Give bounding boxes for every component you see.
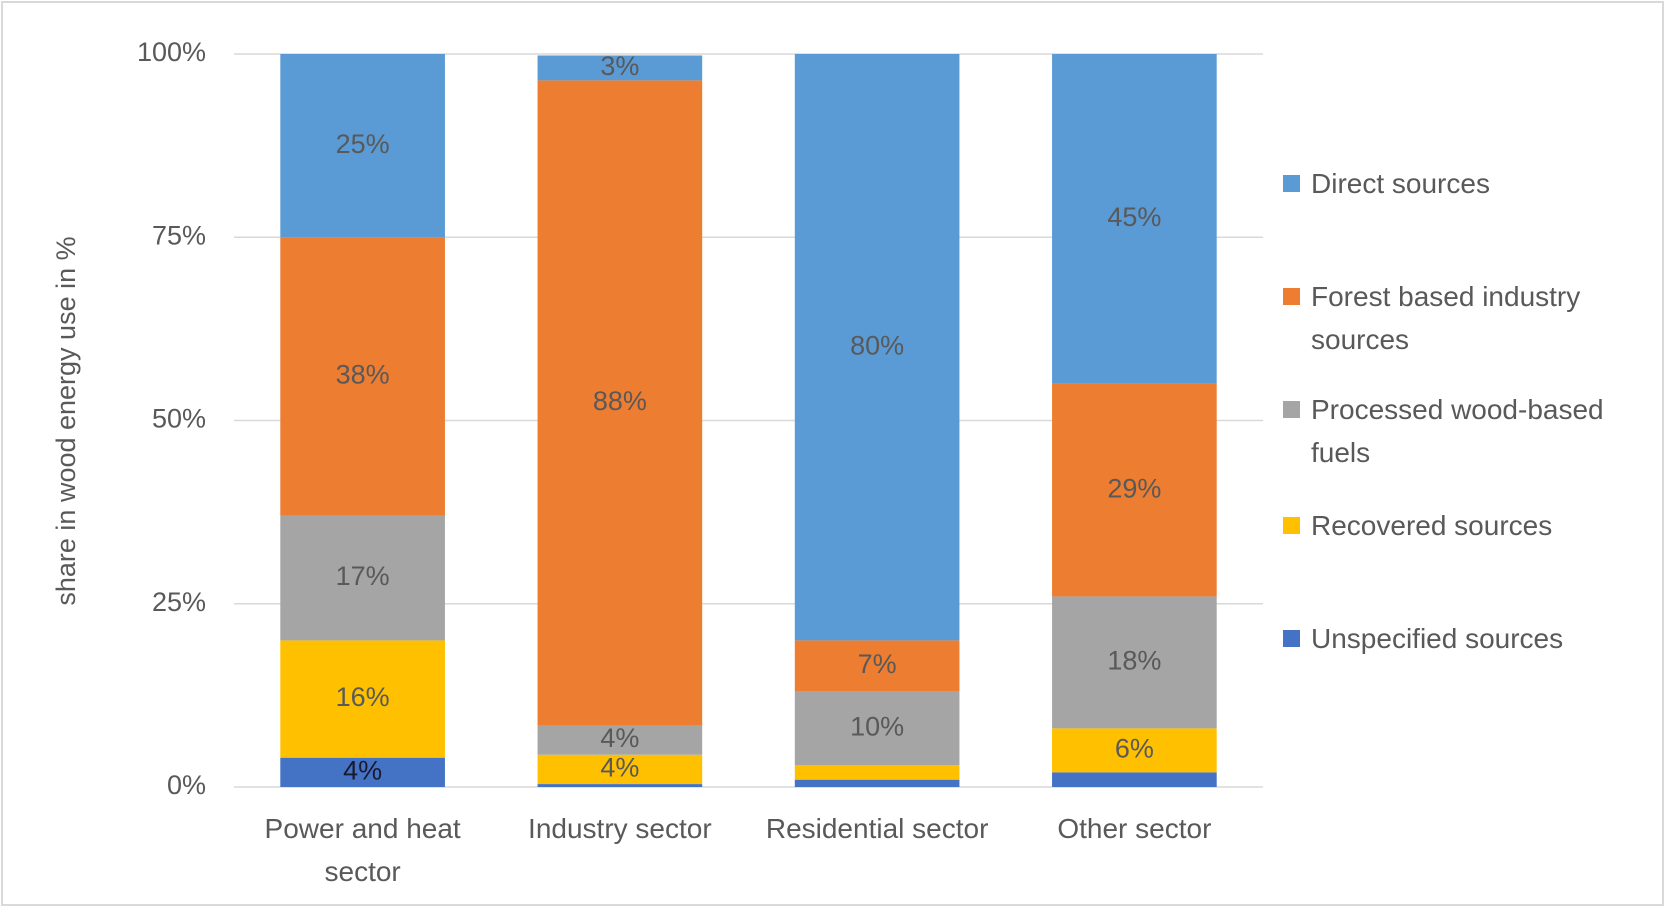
legend-item: Forest based industry sources <box>1283 275 1661 361</box>
bar-segment <box>794 765 960 780</box>
y-tick-label: 100% <box>137 37 206 67</box>
data-label: 17% <box>336 561 390 591</box>
y-tick-label: 25% <box>152 587 206 617</box>
y-tick-label: 50% <box>152 404 206 434</box>
y-axis-title: share in wood energy use in % <box>51 236 81 605</box>
legend-swatch <box>1283 517 1300 534</box>
bar-segment <box>537 784 703 787</box>
data-label: 4% <box>600 723 639 753</box>
data-label: 88% <box>593 386 647 416</box>
y-tick-label: 75% <box>152 220 206 250</box>
bar-segment <box>280 757 445 787</box>
bar-segment <box>537 725 703 755</box>
data-label: 38% <box>336 360 390 390</box>
bar-segment <box>537 80 703 726</box>
data-label: 16% <box>336 682 390 712</box>
data-label: 18% <box>1107 646 1161 676</box>
data-label: 4% <box>600 753 639 783</box>
data-label: 29% <box>1107 473 1161 503</box>
x-tick-label: Power and heat sector <box>264 813 461 887</box>
y-tick-label: 0% <box>167 770 206 800</box>
bar-segment <box>1052 383 1217 597</box>
bar-segment <box>280 640 445 758</box>
data-label: 10% <box>850 711 904 741</box>
data-label: 6% <box>1115 733 1154 763</box>
bar-segment <box>794 691 960 766</box>
legend-swatch <box>1283 288 1300 305</box>
data-label: 45% <box>1107 202 1161 232</box>
x-tick-label: Other sector <box>1057 813 1212 844</box>
bar-segment <box>1052 596 1217 729</box>
bar-segment <box>280 237 445 516</box>
legend-swatch <box>1283 401 1300 418</box>
bar-segment <box>280 54 445 238</box>
bar-segment <box>537 55 703 81</box>
legend-swatch <box>1283 630 1300 647</box>
bar-segment <box>537 754 703 785</box>
data-label: 7% <box>858 649 897 679</box>
bar-segment <box>794 54 960 641</box>
bar-segment <box>794 640 960 692</box>
x-tick-label: Residential sector <box>765 813 989 844</box>
legend-item: Processed wood-based fuels <box>1283 388 1661 474</box>
legend-swatch <box>1283 175 1300 192</box>
bar-segment <box>280 515 445 641</box>
bar-segment <box>794 779 960 787</box>
legend-item: Recovered sources <box>1283 504 1661 547</box>
data-label: 80% <box>850 330 904 360</box>
bar-segment <box>1052 54 1217 384</box>
legend-item: Direct sources <box>1283 162 1661 205</box>
bar-segment <box>1052 728 1217 773</box>
data-label: 4% <box>343 755 382 785</box>
x-tick-label: Industry sector <box>528 813 712 844</box>
data-label: 25% <box>336 129 390 159</box>
bar-segment <box>1052 772 1217 787</box>
data-label: 3% <box>600 51 639 81</box>
legend-item: Unspecified sources <box>1283 617 1661 660</box>
